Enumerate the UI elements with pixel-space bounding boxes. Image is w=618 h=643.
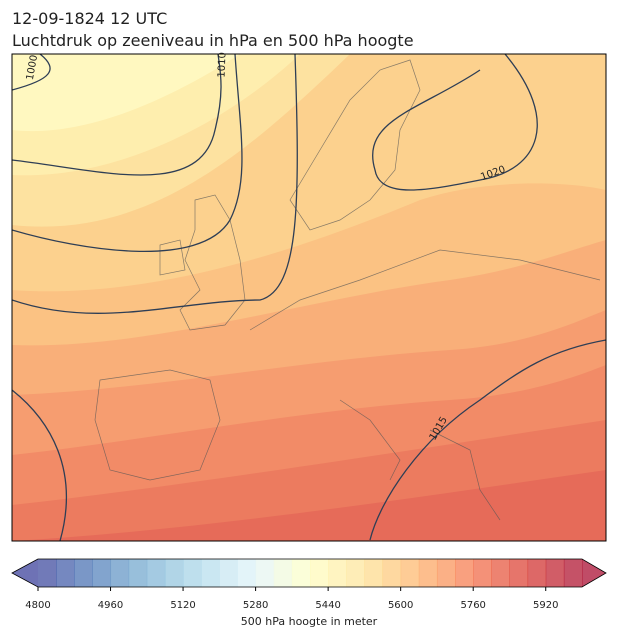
color-swatch bbox=[110, 559, 130, 587]
colorbar-label: 500 hPa hoogte in meter bbox=[241, 615, 378, 628]
color-swatch bbox=[237, 559, 257, 587]
extend-low bbox=[12, 559, 38, 587]
colorbar-tick-label: 4800 bbox=[25, 600, 50, 611]
colorbar-tick-label: 5920 bbox=[533, 600, 558, 611]
color-swatch bbox=[418, 559, 438, 587]
color-swatch bbox=[38, 559, 57, 587]
color-swatch bbox=[128, 559, 148, 587]
band bbox=[12, 470, 606, 541]
isobars bbox=[12, 54, 606, 541]
color-swatch bbox=[473, 559, 492, 587]
color-swatch bbox=[491, 559, 510, 587]
color-swatch bbox=[273, 559, 293, 587]
colorbar-tick-label: 5440 bbox=[315, 600, 340, 611]
color-swatch bbox=[436, 559, 456, 587]
color-swatch bbox=[545, 559, 565, 587]
colorbar-tick-label: 5120 bbox=[170, 600, 195, 611]
color-swatch bbox=[146, 559, 166, 587]
color-swatch bbox=[201, 559, 220, 587]
color-swatch bbox=[455, 559, 474, 587]
title: 12-09-1824 12 UTC bbox=[12, 9, 167, 28]
color-swatch bbox=[328, 559, 347, 587]
color-swatch bbox=[364, 559, 384, 587]
color-swatch bbox=[74, 559, 93, 587]
color-swatch bbox=[563, 559, 583, 587]
color-swatch bbox=[291, 559, 311, 587]
colorbar-tick-label: 5760 bbox=[460, 600, 485, 611]
contour-label: 1010 bbox=[217, 52, 229, 78]
color-swatch bbox=[527, 559, 547, 587]
map-frame bbox=[11, 53, 607, 542]
coastlines bbox=[94, 59, 601, 521]
color-swatch bbox=[310, 559, 329, 587]
colorbar: 4800 4960 5120 5280 5440 5600 5760 5920 500 hPa … bbox=[11, 558, 607, 628]
color-swatch bbox=[400, 559, 420, 587]
color-swatch bbox=[509, 559, 529, 587]
color-swatch bbox=[92, 559, 112, 587]
colorbar-tick-label: 5280 bbox=[243, 600, 268, 611]
color-swatch bbox=[382, 559, 402, 587]
subtitle: Luchtdruk op zeeniveau in hPa en 500 hPa… bbox=[12, 31, 414, 50]
color-swatch bbox=[183, 559, 202, 587]
map-area bbox=[12, 54, 606, 541]
colorbar-tick-label: 4960 bbox=[98, 600, 123, 611]
color-swatch bbox=[56, 559, 75, 587]
contour-label: 1000 bbox=[25, 54, 40, 81]
colorbar-outline bbox=[11, 558, 607, 588]
color-swatch bbox=[219, 559, 238, 587]
colorbar-tick-label: 5600 bbox=[388, 600, 413, 611]
color-swatch bbox=[255, 559, 275, 587]
color-swatch bbox=[164, 559, 184, 587]
color-swatch bbox=[346, 559, 365, 587]
extend-high bbox=[582, 559, 606, 587]
